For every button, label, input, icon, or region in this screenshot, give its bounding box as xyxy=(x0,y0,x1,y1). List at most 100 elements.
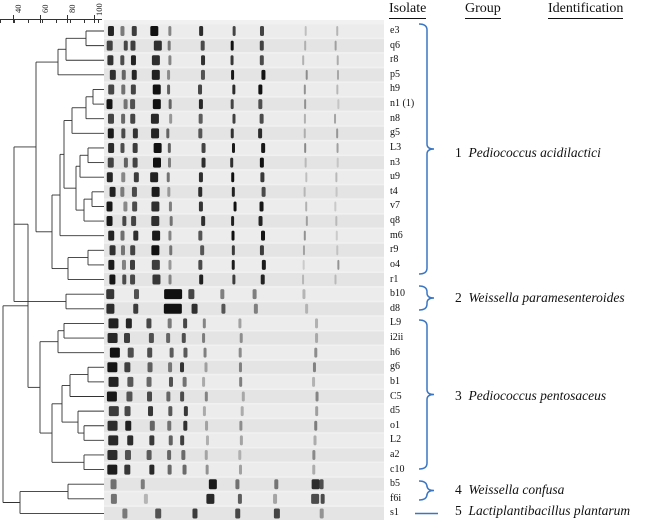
isolate-label: t4 xyxy=(390,185,398,197)
gel-band xyxy=(231,172,235,183)
gel-band xyxy=(132,201,138,212)
gel-band xyxy=(109,347,120,358)
gel-band xyxy=(259,40,264,51)
gel-band xyxy=(120,55,125,66)
gel-band xyxy=(200,69,205,80)
species-name: Weissella confusa xyxy=(468,482,565,497)
gel-band xyxy=(203,347,207,358)
gel-lane xyxy=(104,39,384,53)
gel-band xyxy=(168,99,172,110)
gel-band xyxy=(303,84,306,95)
group-number: 5 xyxy=(455,503,462,518)
gel-band xyxy=(107,464,118,475)
isolate-label: i2ii xyxy=(390,332,404,344)
gel-band xyxy=(302,289,306,300)
gel-lane xyxy=(104,156,384,170)
gel-band xyxy=(305,172,308,183)
group-number: 3 xyxy=(455,388,462,403)
gel-band xyxy=(204,449,208,460)
gel-band xyxy=(130,55,136,66)
gel-band xyxy=(107,26,114,36)
gel-lane xyxy=(104,126,384,140)
gel-band xyxy=(151,216,160,227)
gel-band xyxy=(231,216,235,227)
gel-band xyxy=(163,303,182,314)
isolate-label: c10 xyxy=(390,463,405,475)
gel-band xyxy=(336,55,339,66)
species-name: Lactiplantibacillus plantarum xyxy=(468,503,631,518)
gel-band xyxy=(123,201,128,212)
gel-band xyxy=(124,362,131,373)
gel-lane xyxy=(104,506,384,520)
isolate-label: p5 xyxy=(390,68,400,80)
gel-band xyxy=(107,420,118,431)
gel-band xyxy=(239,420,243,431)
gel-band xyxy=(164,289,183,300)
gel-band xyxy=(259,157,264,168)
gel-band xyxy=(169,347,174,358)
gel-band xyxy=(258,84,263,95)
isolate-header: Isolate xyxy=(389,1,427,19)
isolate-label: n1 (1) xyxy=(390,98,415,110)
gel-lane xyxy=(104,331,384,345)
gel-band xyxy=(238,362,242,373)
gel-band xyxy=(151,69,160,80)
similarity-scale xyxy=(0,15,102,23)
gel-band xyxy=(304,99,307,110)
gel-lane xyxy=(104,68,384,82)
gel-band xyxy=(205,435,209,446)
gel-band xyxy=(182,464,187,475)
gel-band xyxy=(335,216,338,227)
gel-band xyxy=(106,201,113,212)
gel-lane xyxy=(104,390,384,403)
gel-band xyxy=(334,201,337,212)
gel-band xyxy=(148,406,154,417)
gel-band xyxy=(130,113,136,124)
gel-band xyxy=(167,69,171,80)
gel-band xyxy=(336,69,339,80)
gel-band xyxy=(237,493,242,504)
gel-band xyxy=(166,333,171,344)
gel-band xyxy=(231,259,235,270)
group-header: Group xyxy=(465,1,501,19)
gel-band xyxy=(198,230,203,241)
gel-lane xyxy=(104,302,384,316)
gel-band xyxy=(238,449,242,460)
isolate-label: m6 xyxy=(390,229,403,241)
gel-band xyxy=(337,99,340,110)
gel-band xyxy=(155,508,162,519)
gel-lane xyxy=(104,199,384,213)
gel-band xyxy=(206,493,215,504)
gel-band xyxy=(315,333,319,344)
gel-band xyxy=(320,493,325,504)
group-4-bracket xyxy=(418,480,435,501)
gel-band xyxy=(130,99,136,110)
gel-lane xyxy=(104,24,384,38)
gel-band xyxy=(238,464,242,475)
gel-band xyxy=(108,406,119,417)
isolate-label: n8 xyxy=(390,112,400,124)
gel-band xyxy=(260,274,265,285)
gel-band xyxy=(232,84,236,95)
gel-lane xyxy=(104,433,384,447)
gel-band xyxy=(305,303,309,314)
gel-band xyxy=(106,391,117,402)
gel-band xyxy=(147,347,153,358)
gel-band xyxy=(303,230,306,241)
gel-band xyxy=(261,259,266,270)
gel-band xyxy=(133,172,139,183)
gel-band xyxy=(110,479,117,490)
gel-band xyxy=(121,84,126,95)
gel-band xyxy=(259,201,264,212)
isolate-label: s1 xyxy=(390,507,399,519)
gel-band xyxy=(152,84,161,95)
gel-band xyxy=(303,128,306,139)
gel-band xyxy=(261,186,266,197)
gel-band xyxy=(183,420,188,431)
gel-band xyxy=(238,347,242,358)
gel-band xyxy=(132,157,138,168)
gel-band xyxy=(201,157,206,168)
gel-lane xyxy=(104,97,384,111)
gel-band xyxy=(258,216,263,227)
gel-band xyxy=(168,376,173,387)
